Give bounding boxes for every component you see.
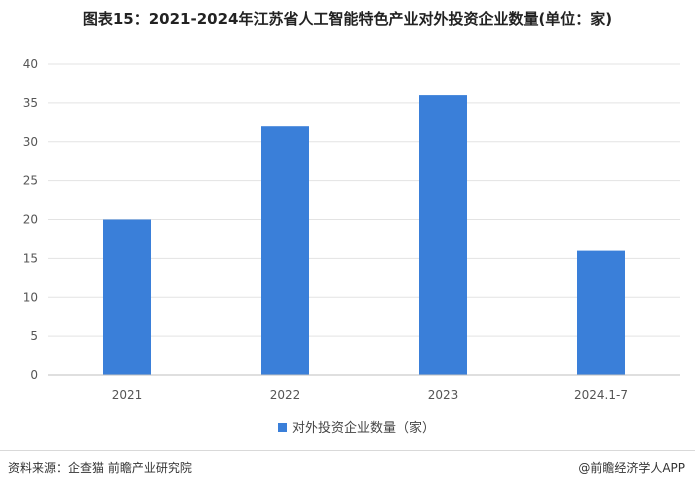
bar xyxy=(419,95,467,375)
y-tick-label: 5 xyxy=(30,329,38,343)
y-tick-label: 20 xyxy=(23,213,38,227)
bars xyxy=(103,95,625,375)
x-tick-label: 2021 xyxy=(112,388,143,402)
source-note: 资料来源：企查猫 前瞻产业研究院 xyxy=(8,461,192,475)
grid-lines xyxy=(48,63,680,337)
y-tick-label: 0 xyxy=(30,368,38,382)
y-tick-label: 15 xyxy=(23,251,38,265)
y-tick-label: 40 xyxy=(23,57,38,71)
x-tick-label: 2022 xyxy=(270,388,301,402)
bar xyxy=(103,219,151,375)
legend: 对外投资企业数量（家） xyxy=(278,420,435,436)
y-tick-label: 30 xyxy=(23,135,38,149)
legend-swatch xyxy=(278,423,287,432)
chart-title: 图表15：2021-2024年江苏省人工智能特色产业对外投资企业数量(单位：家) xyxy=(82,10,613,28)
x-tick-label: 2023 xyxy=(428,388,459,402)
bar xyxy=(261,126,309,375)
x-axis-ticks: 2021 2022 2023 2024.1-7 xyxy=(112,388,628,402)
y-tick-label: 25 xyxy=(23,174,38,188)
y-tick-label: 35 xyxy=(23,96,38,110)
bar xyxy=(577,250,625,375)
y-tick-label: 10 xyxy=(23,290,38,304)
y-axis-ticks: 0 5 10 15 20 25 30 35 40 xyxy=(23,57,38,382)
x-tick-label: 2024.1-7 xyxy=(574,388,628,402)
brand-label: @前瞻经济学人APP xyxy=(578,461,685,475)
footer-divider xyxy=(0,450,695,451)
legend-label: 对外投资企业数量（家） xyxy=(292,420,435,436)
